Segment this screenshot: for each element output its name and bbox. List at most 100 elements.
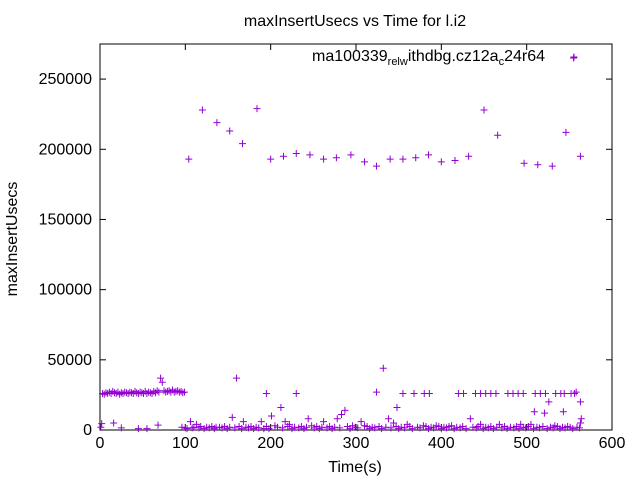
data-point	[158, 378, 166, 386]
data-point	[177, 387, 185, 395]
x-tick-label: 500	[513, 435, 540, 452]
data-point	[279, 424, 287, 432]
data-point	[410, 390, 418, 398]
data-point	[354, 424, 362, 432]
data-point	[181, 424, 189, 432]
data-point	[257, 418, 265, 426]
data-point	[559, 408, 567, 416]
data-point	[212, 423, 220, 431]
data-point	[186, 418, 194, 426]
data-point	[331, 423, 339, 431]
data-point	[292, 390, 300, 398]
data-point	[180, 388, 188, 396]
legend-marker	[570, 53, 578, 61]
data-point	[379, 364, 387, 372]
data-point	[262, 390, 270, 398]
data-point	[506, 423, 514, 431]
data-point	[174, 387, 182, 395]
data-point	[233, 374, 241, 382]
data-point	[337, 411, 345, 419]
data-point	[210, 425, 218, 433]
data-point	[238, 425, 246, 433]
data-point	[445, 422, 453, 430]
data-point	[466, 415, 474, 423]
data-point	[117, 424, 125, 432]
data-point	[253, 105, 261, 113]
data-point	[562, 128, 570, 136]
y-tick-label: 250000	[39, 71, 92, 88]
x-axis: 0 100 200 300 400 500 600	[96, 44, 626, 452]
data-point	[474, 422, 482, 430]
y-tick-label: 0	[83, 422, 92, 439]
data-point	[372, 388, 380, 396]
data-point	[453, 423, 461, 431]
data-point	[255, 424, 263, 432]
data-point	[183, 425, 191, 433]
data-point	[541, 409, 549, 417]
data-point	[347, 151, 355, 159]
data-point	[437, 158, 445, 166]
data-point	[97, 423, 105, 431]
data-point	[382, 423, 390, 431]
data-point	[462, 425, 470, 433]
data-point	[503, 425, 511, 433]
data-point	[524, 422, 532, 430]
data-point	[265, 425, 273, 433]
y-tick-label: 200000	[39, 141, 92, 158]
data-point	[541, 390, 549, 398]
legend-label-part: 24r64	[504, 48, 545, 65]
data-point	[572, 388, 580, 396]
data-point	[126, 388, 134, 396]
data-point	[372, 162, 380, 170]
data-point	[273, 423, 281, 431]
data-point	[188, 424, 196, 432]
data-point	[157, 374, 165, 382]
data-point	[145, 388, 153, 396]
data-point	[98, 420, 106, 428]
chart-title: maxInsertUsecs vs Time for l.i2	[244, 13, 466, 30]
data-point	[105, 388, 113, 396]
data-point	[228, 413, 236, 421]
data-point	[318, 423, 326, 431]
data-point	[198, 106, 206, 114]
data-point	[465, 152, 473, 160]
data-point	[303, 423, 311, 431]
data-point	[408, 425, 416, 433]
data-point	[179, 389, 187, 397]
data-point	[304, 415, 312, 423]
data-point	[489, 425, 497, 433]
data-point	[549, 424, 557, 432]
data-point	[267, 155, 275, 163]
data-point	[195, 424, 203, 432]
legend-label-part: rel	[388, 56, 400, 68]
data-point	[378, 425, 386, 433]
data-point	[577, 415, 585, 423]
data-point	[102, 389, 110, 397]
data-point	[384, 415, 392, 423]
data-point	[430, 424, 438, 432]
plot-frame	[99, 43, 613, 431]
data-point	[425, 151, 433, 159]
data-point	[153, 387, 161, 395]
y-tick-label: 50000	[48, 352, 93, 369]
data-point	[480, 106, 488, 114]
data-point	[451, 157, 459, 165]
data-point	[116, 390, 124, 398]
data-point	[292, 149, 300, 157]
data-point	[231, 424, 239, 432]
data-point	[425, 390, 433, 398]
x-tick-label: 0	[96, 435, 105, 452]
data-point	[371, 424, 379, 432]
legend-label-part: ithdbg.cz12a	[408, 48, 499, 65]
data-point	[492, 390, 500, 398]
data-point	[361, 158, 369, 166]
legend-label-part: ma100339	[312, 48, 388, 65]
legend-label-part: c	[499, 56, 505, 68]
data-point	[281, 418, 289, 426]
x-tick-label: 600	[599, 435, 626, 452]
data-point	[520, 159, 528, 167]
y-axis: 0 50000 100000 150000 200000 250000	[39, 71, 612, 439]
data-point	[346, 425, 354, 433]
data-point	[519, 390, 527, 398]
